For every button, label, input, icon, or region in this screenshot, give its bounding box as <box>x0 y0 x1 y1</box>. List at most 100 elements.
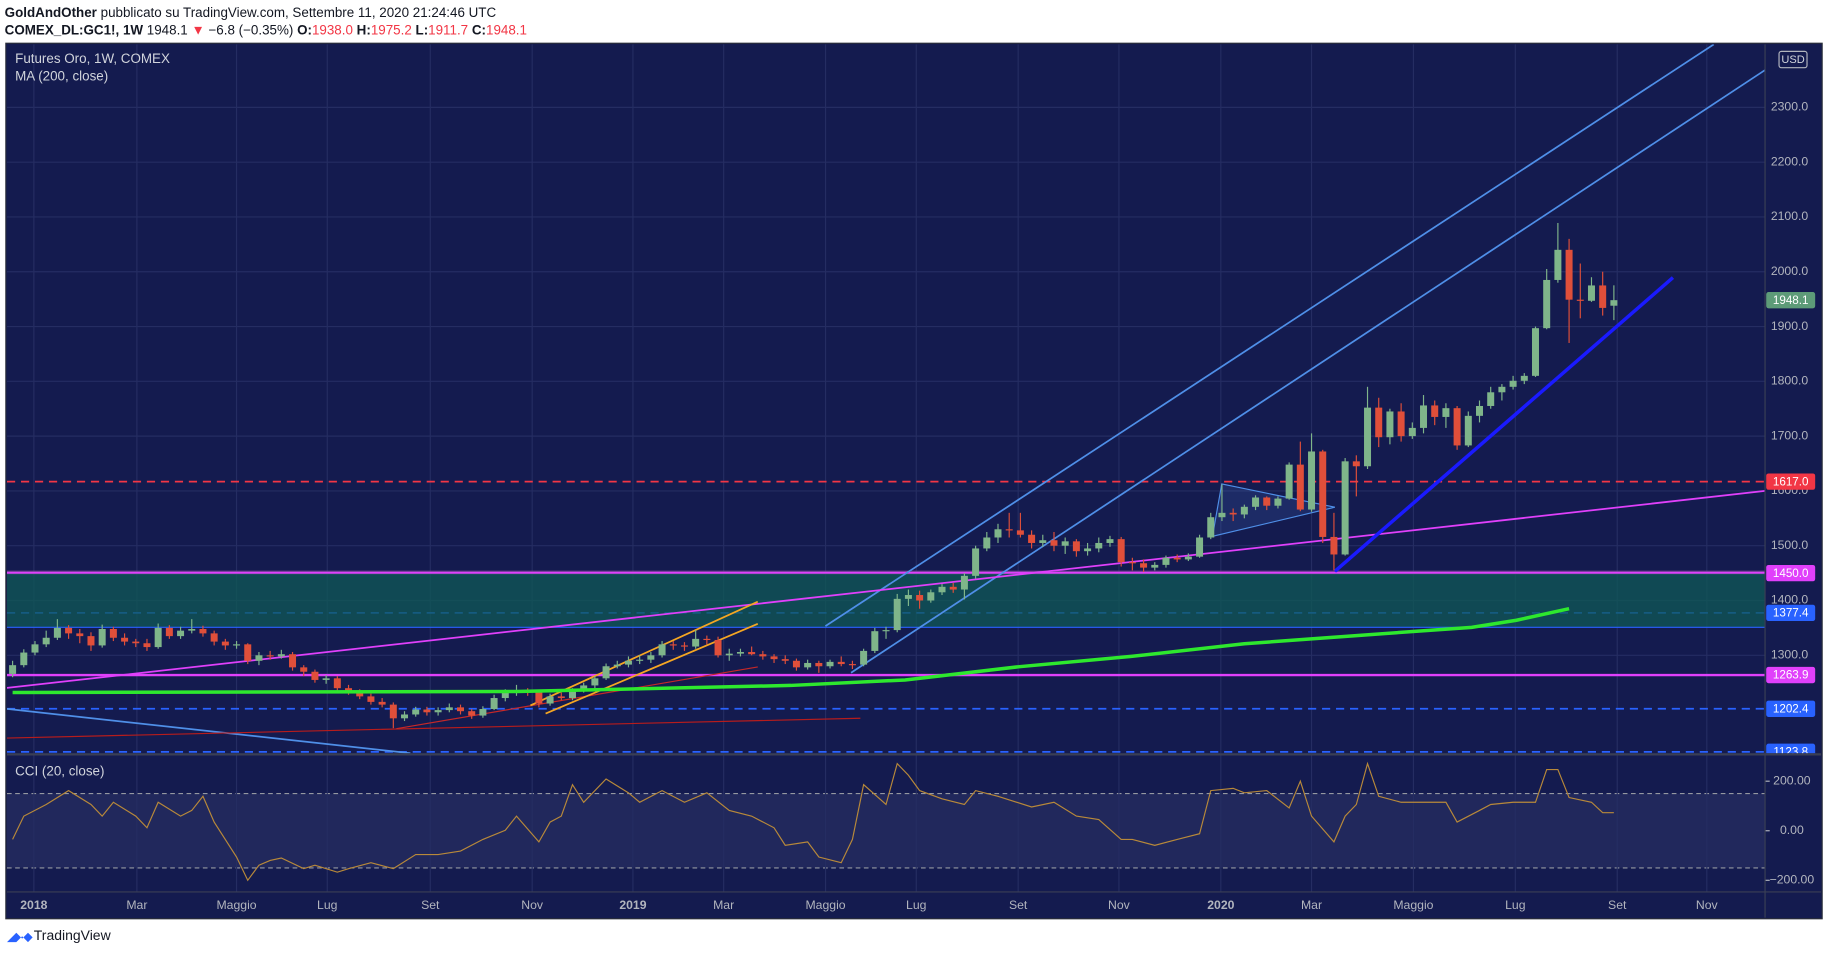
price-label-box <box>1766 604 1816 622</box>
candle-body <box>1599 285 1607 308</box>
x-tick-label: Maggio <box>216 898 256 912</box>
candle-body <box>983 537 991 549</box>
candle-body <box>53 627 61 638</box>
candle-body <box>949 586 957 590</box>
y-tick-label: 1900.0 <box>1771 319 1809 333</box>
candle-body <box>132 641 140 644</box>
candle-body <box>1554 249 1562 280</box>
brand: TradingView <box>6 927 112 943</box>
cci-title: CCI (20, close) <box>15 763 104 778</box>
candle-body <box>658 644 666 656</box>
last-price: 1948.1 <box>147 22 188 37</box>
currency-box[interactable] <box>1778 50 1808 69</box>
candle-body <box>65 627 73 634</box>
candle-body <box>1061 541 1069 546</box>
candle-body <box>1207 517 1215 538</box>
candle-body <box>188 628 196 631</box>
candle-body <box>244 644 252 661</box>
y-tick-label: 1300.0 <box>1771 648 1809 662</box>
candle-body <box>927 592 935 601</box>
ohlc-value: 1911.7 <box>428 22 468 37</box>
candle-body <box>255 655 263 661</box>
candle-body <box>669 644 677 646</box>
candle-body <box>221 641 229 646</box>
y-tick-label: 1800.0 <box>1771 374 1809 388</box>
candle-body <box>367 696 375 702</box>
candle-body <box>826 661 834 667</box>
candle-body <box>647 655 655 660</box>
y-tick-label: 1400.0 <box>1771 593 1809 607</box>
x-tick-label: Nov <box>1696 898 1719 912</box>
ohlc-key: C: <box>472 22 486 37</box>
candle-body <box>1341 461 1349 555</box>
candle-body <box>1386 411 1394 438</box>
candle-body <box>1587 285 1595 301</box>
axis: 1300.01400.01500.01600.01700.01800.01900… <box>20 100 1816 912</box>
candle-body <box>76 633 84 637</box>
candle-body <box>42 637 50 645</box>
candle-body <box>389 704 397 719</box>
candle-body <box>1229 512 1237 515</box>
candle-body <box>1576 299 1584 301</box>
price-label-box <box>1766 666 1816 684</box>
candle-body <box>1308 451 1316 510</box>
ohlc-key: H: <box>357 22 371 37</box>
candle-body <box>1218 512 1226 518</box>
x-tick-label: Lug <box>317 898 338 912</box>
channel-line <box>850 69 1766 674</box>
candle-body <box>1151 564 1159 568</box>
price-labels: 1617.0 1450.0 1377.4 1263.9 1202.4 1123.8 1948… <box>1766 292 1816 754</box>
drawings <box>6 44 1766 754</box>
candle-body <box>1453 408 1461 446</box>
price-label-box <box>1766 564 1816 582</box>
price-label-box <box>1766 700 1816 717</box>
candle-body <box>736 652 744 654</box>
cci-line <box>12 761 1614 882</box>
candle-body <box>904 595 912 599</box>
candle-body <box>199 628 207 634</box>
candle-body <box>1487 392 1495 406</box>
author: GoldAndOther <box>5 4 98 19</box>
y-tick-label: 2300.0 <box>1771 100 1809 114</box>
y-tick-label: 2100.0 <box>1771 209 1809 223</box>
brand-logo <box>6 932 33 943</box>
candle-body <box>781 659 789 661</box>
marks <box>9 222 1618 882</box>
candle-body <box>1420 405 1428 428</box>
candle-body <box>1095 542 1103 549</box>
candle-body <box>1072 541 1080 552</box>
trend-line <box>6 490 1766 689</box>
symbol: COMEX_DL:GC1!, 1W <box>5 22 144 37</box>
candle-body <box>143 643 151 648</box>
candle-body <box>1531 328 1539 376</box>
candle-body <box>165 627 173 637</box>
candle-body <box>401 714 409 719</box>
candle-body <box>636 659 644 661</box>
candle-body <box>1162 557 1170 565</box>
candle-body <box>1408 427 1416 437</box>
x-tick-label: Mar <box>126 898 147 912</box>
y-tick-label: 2200.0 <box>1771 154 1809 168</box>
candle-body <box>1543 279 1551 329</box>
candle-body <box>468 711 476 716</box>
candle-body <box>546 696 554 704</box>
candle-body <box>1464 415 1472 446</box>
candle-body <box>266 655 274 657</box>
header-line-2: COMEX_DL:GC1!, 1W 1948.1 ▼ −6.8 (−0.35%)… <box>5 22 527 37</box>
candle-body <box>1476 405 1483 416</box>
x-tick-label: Lug <box>906 898 927 912</box>
candle-body <box>804 662 812 668</box>
candle-body <box>434 710 442 713</box>
candle-body <box>1252 497 1260 507</box>
candle-body <box>1274 498 1282 506</box>
candle-body <box>1520 375 1528 381</box>
brand-name: TradingView <box>34 927 112 943</box>
channel-line <box>530 600 759 707</box>
candle-body <box>277 654 285 657</box>
candle-body <box>20 652 28 666</box>
byline: pubblicato su TradingView.com, Settembre… <box>101 4 497 19</box>
candle-body <box>1050 540 1058 546</box>
candle-body <box>1184 556 1192 560</box>
legend-title: Futures Oro, 1W, COMEX <box>15 51 170 66</box>
header-line-1: GoldAndOther pubblicato su TradingView.c… <box>5 4 497 19</box>
